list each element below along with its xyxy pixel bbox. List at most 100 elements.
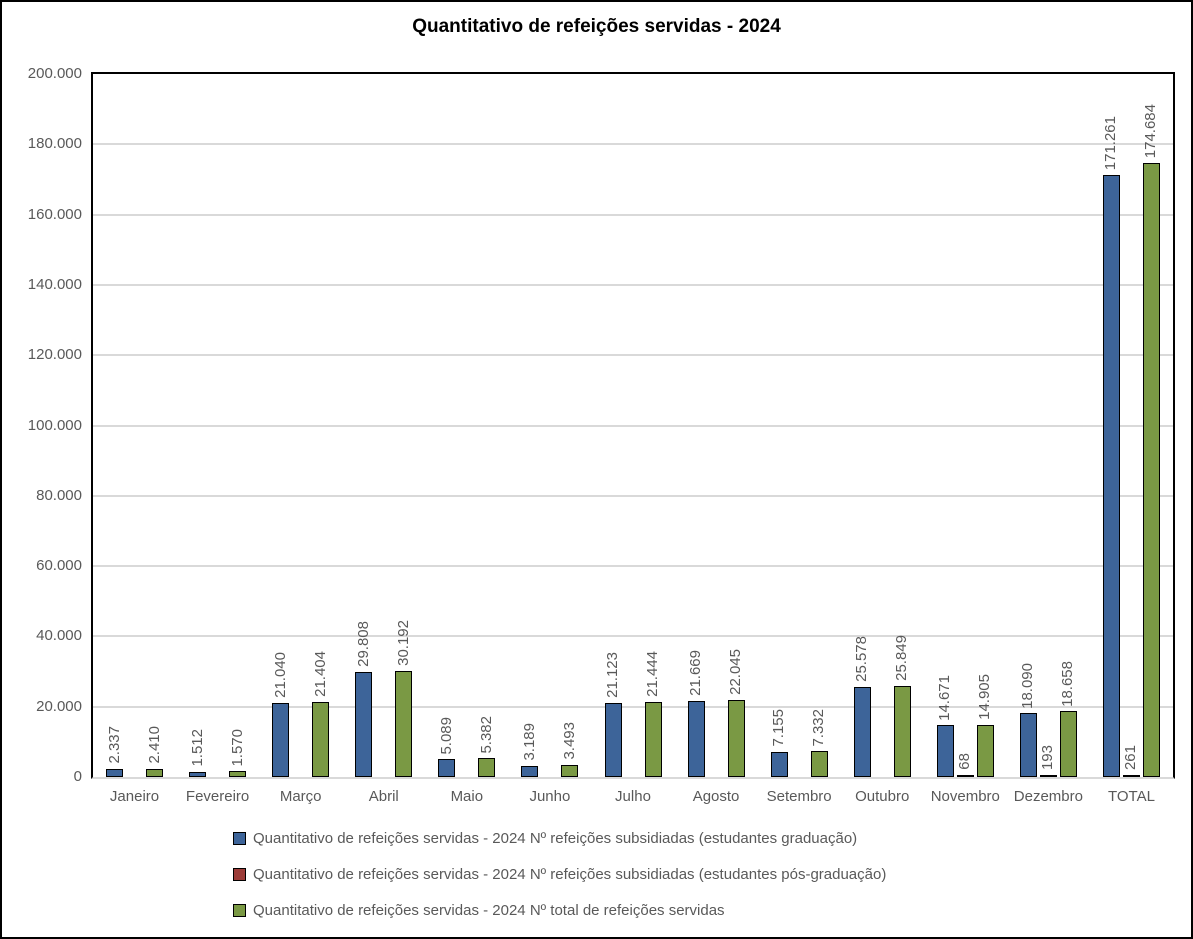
x-axis-label-total: TOTAL [1107, 788, 1155, 805]
gridline [93, 705, 1173, 708]
bar-agosto-s2 [727, 699, 745, 777]
bar-value-label: 3.189 [520, 723, 538, 761]
legend-row-pos-graduacao: Quantitativo de refeições servidas - 202… [233, 864, 886, 885]
legend-swatch-total-icon [233, 904, 246, 917]
bar-abril-s0 [355, 672, 373, 777]
y-tick-label: 200.000 [27, 65, 82, 82]
bar-dezembro-s0 [1019, 713, 1037, 777]
bar-abril-s2 [395, 670, 413, 777]
x-axis-label-março: Março [279, 788, 322, 805]
legend-row-total: Quantitativo de refeições servidas - 202… [233, 900, 886, 921]
x-axis-label-julho: Julho [615, 788, 651, 805]
bar-janeiro-s2 [146, 768, 164, 777]
gridline [93, 635, 1173, 638]
y-tick-label: 180.000 [27, 135, 82, 153]
bar-value-label: 14.905 [976, 673, 994, 720]
bar-value-label: 21.669 [687, 649, 705, 696]
y-tick-label: 120.000 [27, 346, 82, 364]
bar-value-label: 5.382 [477, 715, 495, 754]
chart-title: Quantitativo de refeições servidas - 202… [412, 16, 781, 37]
bar-value-label: 193 [1039, 744, 1057, 770]
gridline [93, 143, 1173, 146]
bar-fevereiro-s0 [189, 771, 207, 777]
bar-value-label: 22.045 [727, 648, 745, 695]
y-tick-label: 40.000 [36, 627, 82, 645]
bar-julho-s0 [604, 702, 622, 777]
bar-junho-s2 [561, 764, 579, 777]
bar-value-label: 2.410 [145, 725, 163, 764]
bar-total-s1 [1122, 775, 1140, 777]
y-tick-label: 0 [73, 768, 82, 785]
x-axis-label-setembro: Setembro [766, 788, 832, 805]
legend: Quantitativo de refeições servidas - 202… [233, 828, 886, 936]
gridline [93, 354, 1173, 357]
bar-total-s2 [1142, 163, 1160, 777]
bar-value-label: 1.512 [188, 729, 206, 767]
plot-area: 2.337 2.410 1.512 1.570 21.040 21.404 29.808 30… [91, 72, 1175, 779]
y-tick-label: 100.000 [27, 416, 82, 434]
y-tick-label: 20.000 [36, 697, 82, 715]
y-tick-label: 140.000 [27, 275, 82, 293]
bar-setembro-s0 [770, 751, 788, 777]
bar-value-label: 2.337 [105, 726, 123, 764]
legend-label-total: Quantitativo de refeições servidas - 202… [253, 902, 725, 919]
gridline [93, 494, 1173, 497]
bar-value-label: 174.684 [1142, 103, 1160, 158]
x-axis-label-janeiro: Janeiro [109, 788, 160, 805]
bar-value-label: 30.192 [394, 620, 412, 666]
bar-novembro-s1 [956, 775, 974, 777]
bar-setembro-s2 [810, 751, 828, 777]
bar-value-label: 7.332 [810, 708, 828, 747]
bar-janeiro-s0 [106, 768, 124, 777]
bar-dezembro-s1 [1039, 775, 1057, 777]
bar-maio-s2 [478, 758, 496, 777]
bar-total-s0 [1102, 175, 1120, 777]
gridline [93, 213, 1173, 216]
bar-value-label: 5.089 [437, 716, 455, 755]
bar-value-label: 261 [1122, 744, 1140, 770]
bar-março-s2 [312, 701, 330, 777]
bar-dezembro-s2 [1059, 711, 1077, 777]
x-axis-label-fevereiro: Fevereiro [185, 788, 250, 805]
bar-value-label: 29.808 [354, 621, 372, 668]
bar-value-label: 18.658 [1059, 660, 1077, 707]
bar-maio-s0 [438, 759, 456, 777]
bar-value-label: 14.671 [936, 674, 954, 721]
bar-junho-s0 [521, 765, 539, 777]
y-tick-label: 80.000 [36, 486, 82, 504]
bar-value-label: 171.261 [1102, 115, 1120, 171]
legend-row-graduacao: Quantitativo de refeições servidas - 202… [233, 828, 886, 849]
y-tick-label: 60.000 [36, 557, 82, 575]
x-axis-label-agosto: Agosto [692, 788, 740, 805]
bar-fevereiro-s2 [229, 771, 247, 777]
bar-novembro-s0 [936, 725, 954, 777]
gridline [93, 283, 1173, 286]
x-axis-label-outubro: Outubro [855, 788, 910, 805]
bar-novembro-s2 [976, 724, 994, 777]
bar-value-label: 1.570 [228, 728, 246, 767]
bar-março-s0 [272, 703, 290, 777]
bar-value-label: 18.090 [1019, 662, 1037, 709]
bar-value-label: 21.040 [271, 652, 289, 699]
x-axis-label-dezembro: Dezembro [1013, 788, 1083, 805]
x-axis-label-junho: Junho [529, 788, 571, 805]
bar-value-label: 21.123 [604, 651, 621, 698]
bar-value-label: 21.444 [644, 650, 661, 697]
bar-value-label: 21.404 [311, 650, 329, 697]
bar-value-label: 3.493 [560, 722, 578, 760]
bar-value-label: 25.578 [853, 636, 871, 683]
bar-value-label: 25.849 [893, 635, 911, 682]
bar-value-label: 7.155 [770, 709, 788, 747]
legend-label-pos-graduacao: Quantitativo de refeições servidas - 202… [253, 866, 887, 883]
bar-outubro-s0 [853, 687, 871, 777]
x-axis-label-maio: Maio [450, 788, 484, 805]
bar-agosto-s0 [687, 700, 705, 777]
legend-label-graduacao: Quantitativo de refeições servidas - 202… [253, 830, 858, 847]
bar-julho-s2 [644, 701, 662, 777]
bar-outubro-s2 [893, 686, 911, 777]
legend-swatch-pos-graduacao-icon [233, 868, 246, 881]
x-axis-label-novembro: Novembro [930, 788, 1000, 805]
y-tick-label: 160.000 [27, 205, 82, 223]
gridline [93, 424, 1173, 427]
